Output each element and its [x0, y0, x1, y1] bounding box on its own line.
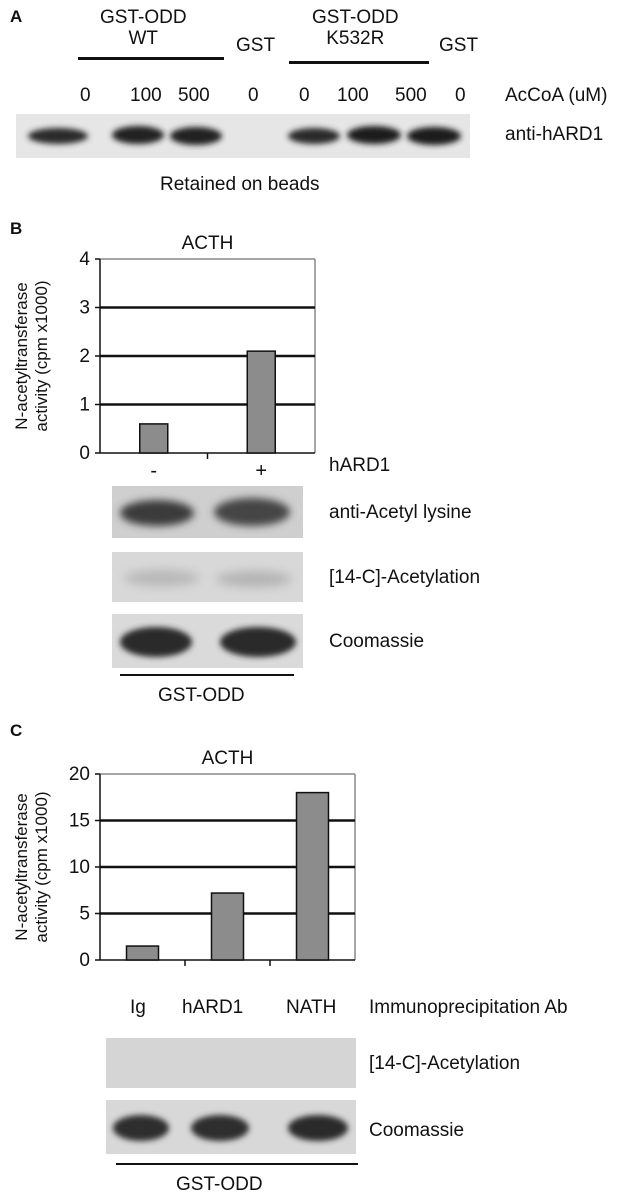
anti-acetyl-lysine-blot [112, 486, 303, 538]
gst-odd-label-c: GST-ODD [176, 1174, 263, 1195]
coomassie-label-c: Coomassie [369, 1120, 465, 1141]
conc-1: 100 [130, 85, 162, 106]
coomassie-blot-b [112, 614, 303, 668]
group-label-gst-odd-k532r: GST-ODD K532R [312, 8, 399, 48]
group-label-gst-2: GST [439, 35, 479, 56]
conc-4: 0 [299, 85, 310, 106]
gst-odd-underline-b [120, 674, 294, 676]
anti-hard1-label: anti-hARD1 [505, 124, 604, 145]
acetylation-label-c: [14-C]-Acetylation [369, 1053, 521, 1074]
coomassie-blot-c [106, 1100, 356, 1154]
acth-chart-c: 0 5 10 15 20 ACTH N-acetyltransferase activity … [12, 748, 356, 971]
y-axis-label-line2: activity (cpm x1000) [32, 791, 51, 942]
y-axis-label-line1: N-acetyltransferase [12, 793, 31, 940]
lane-label-nath: NATH [286, 997, 337, 1018]
group-underline-wt [78, 57, 224, 60]
bar-Ig [125, 945, 160, 961]
anti-acetyl-lysine-label: anti-Acetyl lysine [329, 502, 472, 523]
anti-hard1-blot [16, 114, 470, 158]
immunoprecipitation-ab-label: Immunoprecipitation Ab [369, 997, 568, 1018]
group-wt-line1: GST-ODD [100, 7, 187, 28]
acetylation-label-b: [14-C]-Acetylation [329, 567, 481, 588]
conc-3: 0 [248, 85, 259, 106]
group-k532r-line2: K532R [326, 28, 385, 49]
acth-chart-b: 0 1 2 3 4 - + ACTH N-acetyltransferase activity (… [12, 233, 316, 480]
group-label-gst-odd-wt: GST-ODD WT [100, 8, 187, 48]
coomassie-label-b: Coomassie [329, 631, 425, 652]
lane-label-hard1: hARD1 [182, 997, 244, 1018]
group-underline-k532r [289, 61, 429, 64]
y-tick-label: 2 [79, 346, 90, 367]
bar-+ [246, 350, 276, 454]
y-tick-label: 5 [79, 904, 90, 925]
x-tick-label-0: - [150, 460, 157, 480]
y-tick-label: 1 [79, 395, 90, 416]
y-tick-label: 0 [79, 950, 90, 971]
concentration-axis-label: AcCoA (uM) [505, 85, 608, 106]
bar-hARD1 [210, 892, 245, 961]
chart-title: ACTH [182, 233, 234, 254]
conc-2: 500 [178, 85, 210, 106]
y-tick-label: 10 [69, 857, 90, 878]
bar-- [139, 423, 169, 454]
acetylation-blot-c [106, 1038, 356, 1088]
y-axis-label-line2: activity (cpm x1000) [32, 280, 51, 431]
gst-odd-underline-c [116, 1163, 358, 1165]
y-tick-label: 0 [79, 443, 90, 464]
conc-6: 500 [395, 85, 427, 106]
panel-c-letter: C [10, 721, 23, 740]
group-wt-line2: WT [128, 28, 159, 49]
panel-a-letter: A [10, 7, 23, 26]
retained-on-beads-caption: Retained on beads [160, 174, 320, 195]
chart-title: ACTH [202, 748, 254, 769]
gst-odd-label-b: GST-ODD [158, 685, 245, 706]
conc-7: 0 [455, 85, 466, 106]
conc-5: 100 [337, 85, 369, 106]
y-axis-label-line1: N-acetyltransferase [12, 282, 31, 429]
conc-0: 0 [80, 85, 91, 106]
y-tick-label: 4 [79, 249, 90, 270]
lane-label-ig: Ig [130, 997, 146, 1018]
y-tick-label: 20 [69, 764, 90, 785]
x-tick-label-1: + [255, 460, 267, 480]
hard1-axis-label: hARD1 [329, 455, 391, 476]
y-tick-label: 3 [79, 298, 90, 319]
panel-b-letter: B [10, 219, 23, 238]
group-k532r-line1: GST-ODD [312, 7, 399, 28]
bar-NATH [295, 791, 330, 961]
group-label-gst-1: GST [236, 35, 276, 56]
acetylation-blot-b [112, 552, 303, 602]
y-tick-label: 15 [69, 811, 90, 832]
